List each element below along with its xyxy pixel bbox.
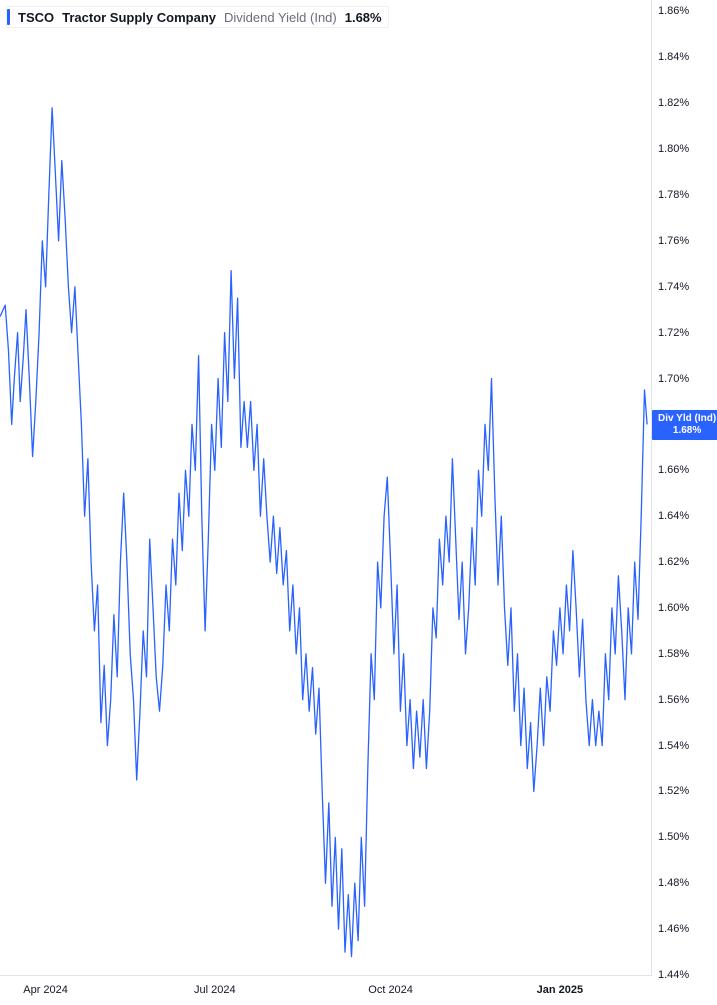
y-tick-label: 1.60%	[658, 602, 689, 614]
last-value-label: Div Yld (Ind)	[658, 413, 716, 425]
last-value-badge: Div Yld (Ind) 1.68%	[652, 410, 717, 440]
company-name[interactable]: Tractor Supply Company	[62, 10, 216, 25]
y-tick-label: 1.74%	[658, 281, 689, 293]
y-tick-label: 1.70%	[658, 373, 689, 385]
x-tick-label: Apr 2024	[23, 984, 68, 996]
y-tick-label: 1.64%	[658, 510, 689, 522]
y-tick-label: 1.66%	[658, 464, 689, 476]
chart-header: TSCO Tractor Supply Company Dividend Yie…	[6, 6, 389, 28]
x-tick-label: Jan 2025	[537, 984, 583, 996]
metric-value: 1.68%	[345, 10, 382, 25]
y-tick-label: 1.82%	[658, 97, 689, 109]
y-tick-label: 1.46%	[658, 923, 689, 935]
y-tick-label: 1.52%	[658, 785, 689, 797]
x-tick-label: Oct 2024	[368, 984, 413, 996]
series-line	[0, 0, 651, 975]
y-tick-label: 1.48%	[658, 877, 689, 889]
y-tick-label: 1.44%	[658, 969, 689, 981]
y-tick-label: 1.78%	[658, 189, 689, 201]
y-tick-label: 1.50%	[658, 831, 689, 843]
x-axis[interactable]: Apr 2024 Jul 2024 Oct 2024 Jan 2025	[0, 976, 651, 1005]
y-tick-label: 1.62%	[658, 556, 689, 568]
y-tick-label: 1.86%	[658, 5, 689, 17]
y-tick-label: 1.80%	[658, 143, 689, 155]
last-value-number: 1.68%	[658, 425, 716, 437]
metric-label: Dividend Yield (Ind)	[224, 10, 337, 25]
ticker-symbol[interactable]: TSCO	[18, 10, 54, 25]
y-tick-label: 1.72%	[658, 327, 689, 339]
y-tick-label: 1.76%	[658, 235, 689, 247]
y-tick-label: 1.84%	[658, 51, 689, 63]
y-tick-label: 1.58%	[658, 648, 689, 660]
x-tick-label: Jul 2024	[194, 984, 236, 996]
header-accent-bar	[7, 9, 10, 25]
chart-container[interactable]: 1.44% 1.46% 1.48% 1.50% 1.52% 1.54% 1.56% 1.58%…	[0, 0, 717, 1005]
y-tick-label: 1.54%	[658, 740, 689, 752]
y-axis[interactable]: 1.44%1.46%1.48%1.50%1.52%1.54%1.56%1.58%…	[652, 0, 717, 975]
plot-area[interactable]	[0, 0, 652, 976]
y-tick-label: 1.56%	[658, 694, 689, 706]
